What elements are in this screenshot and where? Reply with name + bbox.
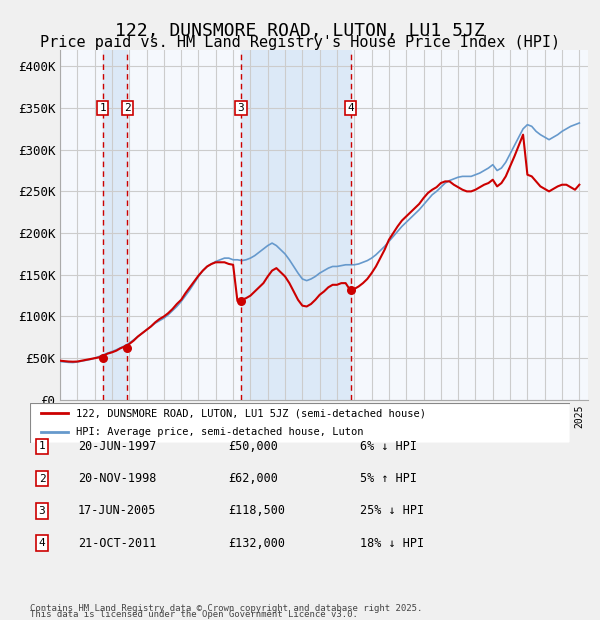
Text: 1: 1 xyxy=(38,441,46,451)
Bar xyxy=(241,50,351,400)
Text: 122, DUNSMORE ROAD, LUTON, LU1 5JZ (semi-detached house): 122, DUNSMORE ROAD, LUTON, LU1 5JZ (semi… xyxy=(76,408,426,418)
Text: 20-NOV-1998: 20-NOV-1998 xyxy=(78,472,157,485)
Text: 25% ↓ HPI: 25% ↓ HPI xyxy=(360,505,424,517)
Text: 122, DUNSMORE ROAD, LUTON, LU1 5JZ: 122, DUNSMORE ROAD, LUTON, LU1 5JZ xyxy=(115,22,485,40)
Point xyxy=(98,353,107,363)
Point xyxy=(122,343,132,353)
Text: £132,000: £132,000 xyxy=(228,537,285,549)
Text: 4: 4 xyxy=(347,103,354,113)
Text: This data is licensed under the Open Government Licence v3.0.: This data is licensed under the Open Gov… xyxy=(30,609,358,619)
Text: 18% ↓ HPI: 18% ↓ HPI xyxy=(360,537,424,549)
Text: 3: 3 xyxy=(238,103,244,113)
FancyBboxPatch shape xyxy=(30,403,570,443)
Text: 2: 2 xyxy=(124,103,131,113)
Text: 17-JUN-2005: 17-JUN-2005 xyxy=(78,505,157,517)
Text: 5% ↑ HPI: 5% ↑ HPI xyxy=(360,472,417,485)
Point xyxy=(346,285,356,294)
Text: 2: 2 xyxy=(38,474,46,484)
Text: 21-OCT-2011: 21-OCT-2011 xyxy=(78,537,157,549)
Point xyxy=(236,296,246,306)
Text: 3: 3 xyxy=(38,506,46,516)
Text: 20-JUN-1997: 20-JUN-1997 xyxy=(78,440,157,453)
Text: £118,500: £118,500 xyxy=(228,505,285,517)
Text: Price paid vs. HM Land Registry's House Price Index (HPI): Price paid vs. HM Land Registry's House … xyxy=(40,35,560,50)
Text: £62,000: £62,000 xyxy=(228,472,278,485)
Text: 1: 1 xyxy=(99,103,106,113)
Text: 4: 4 xyxy=(38,538,46,548)
Text: HPI: Average price, semi-detached house, Luton: HPI: Average price, semi-detached house,… xyxy=(76,427,364,437)
Text: Contains HM Land Registry data © Crown copyright and database right 2025.: Contains HM Land Registry data © Crown c… xyxy=(30,603,422,613)
Text: £50,000: £50,000 xyxy=(228,440,278,453)
Text: 6% ↓ HPI: 6% ↓ HPI xyxy=(360,440,417,453)
Bar xyxy=(103,50,127,400)
